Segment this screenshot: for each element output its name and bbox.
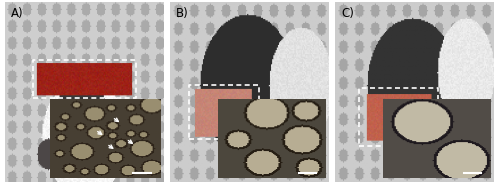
Text: B): B): [176, 7, 189, 20]
Title: BAT: BAT: [73, 0, 96, 2]
Title: WAT:ING: WAT:ING: [225, 0, 274, 2]
Text: C): C): [342, 7, 354, 20]
Text: A): A): [12, 7, 24, 20]
Title: WAT:GON: WAT:GON: [387, 0, 442, 2]
